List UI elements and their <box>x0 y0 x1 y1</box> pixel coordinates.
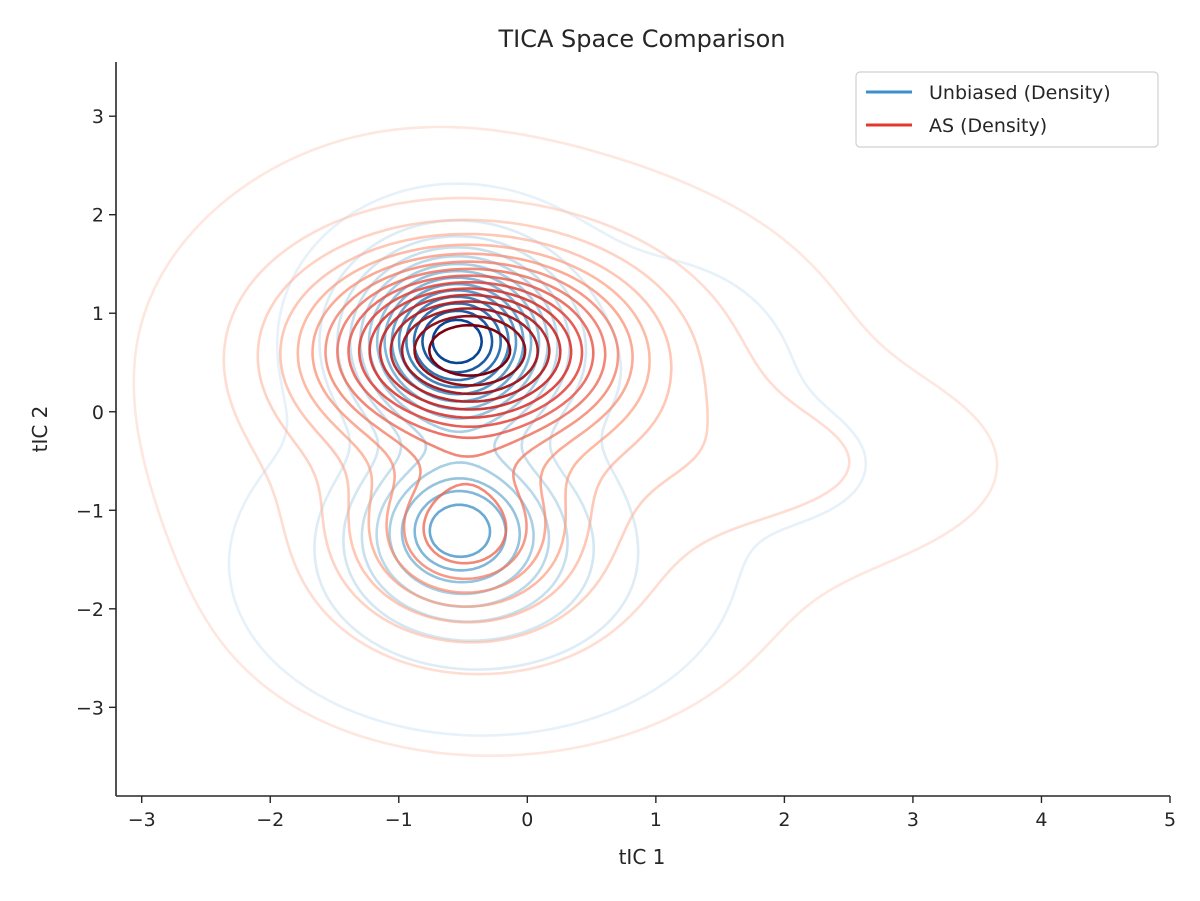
y-axis-label: tIC 2 <box>28 406 52 453</box>
contour-level <box>324 260 620 581</box>
y-tick-label: 1 <box>92 303 104 325</box>
chart-title: TICA Space Comparison <box>497 25 785 53</box>
contour-level <box>347 274 595 440</box>
contour-level <box>378 293 562 411</box>
contour-level <box>357 280 584 428</box>
x-ticks: −3 −2 −1 0 1 2 3 4 5 <box>128 796 1176 831</box>
y-ticks: −3 −2 −1 0 1 2 3 <box>76 106 116 719</box>
x-tick-label: 1 <box>650 809 662 831</box>
x-tick-label: 3 <box>907 809 919 831</box>
x-tick-label: 5 <box>1164 809 1176 831</box>
contour-level <box>400 307 539 396</box>
contour-level <box>428 323 512 377</box>
x-tick-label: −1 <box>385 809 413 831</box>
contour-level <box>132 125 999 757</box>
contour-series-1 <box>132 125 999 757</box>
legend-label-as: AS (Density) <box>929 115 1047 137</box>
x-tick-label: 2 <box>778 809 790 831</box>
contour-level <box>389 300 551 403</box>
y-tick-label: −2 <box>76 599 104 621</box>
contour-level <box>279 232 673 624</box>
x-tick-label: −3 <box>128 809 156 831</box>
y-tick-label: −3 <box>76 697 104 719</box>
legend-label-unbiased: Unbiased (Density) <box>929 82 1111 104</box>
y-tick-label: 2 <box>92 205 104 227</box>
y-tick-label: 3 <box>92 106 104 128</box>
contour-level <box>311 252 634 594</box>
x-tick-label: 4 <box>1035 809 1047 831</box>
axes <box>115 62 1170 797</box>
y-tick-label: −1 <box>76 500 104 522</box>
contour-level <box>413 314 527 387</box>
contour-level <box>412 302 502 382</box>
contour-level <box>431 318 483 365</box>
x-tick-label: −2 <box>256 809 284 831</box>
x-tick-label: 0 <box>521 809 533 831</box>
contour-level <box>227 182 868 737</box>
contour-level <box>256 218 709 644</box>
contour-level <box>368 287 573 419</box>
x-axis-label: tIC 1 <box>619 845 666 869</box>
contour-level <box>222 196 851 676</box>
contour-level <box>296 243 651 608</box>
y-tick-label: 0 <box>92 402 104 424</box>
legend-frame <box>855 71 1159 148</box>
legend: Unbiased (Density) AS (Density) <box>855 71 1159 148</box>
contour-plot-area <box>132 125 999 757</box>
contour-level <box>336 267 607 565</box>
